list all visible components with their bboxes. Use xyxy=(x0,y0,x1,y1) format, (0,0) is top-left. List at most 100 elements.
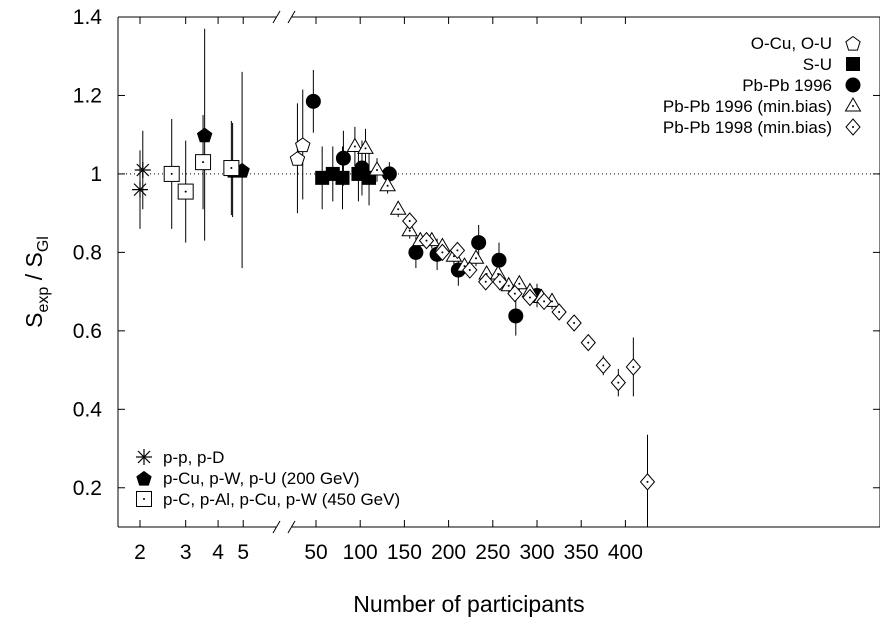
star-stroke xyxy=(133,183,147,197)
data-point xyxy=(434,243,451,262)
marker-dot xyxy=(463,265,466,268)
y-tick-label: 0.4 xyxy=(73,398,103,421)
x-tick-label: 200 xyxy=(431,541,466,564)
data-point xyxy=(289,151,306,166)
legend-item: p-C, p-Al, p-Cu, p-W (450 GeV) xyxy=(136,490,400,509)
marker-dot xyxy=(353,145,356,148)
marker-dot xyxy=(587,341,590,344)
y-tick-label: 1.2 xyxy=(73,84,102,107)
data-point xyxy=(315,170,330,185)
y-axis-title-sub1: exp xyxy=(35,287,52,313)
series-square-open-dot xyxy=(163,115,240,243)
legend-marker xyxy=(136,491,152,507)
marker-dot xyxy=(646,480,649,483)
marker-dot xyxy=(364,147,367,150)
data-point xyxy=(418,231,435,250)
data-point xyxy=(551,303,567,321)
marker-dot xyxy=(852,126,854,128)
triangle-outline xyxy=(368,160,386,176)
data-point xyxy=(462,261,478,279)
data-point xyxy=(595,356,611,375)
y-axis-title-sub2: Gl xyxy=(35,236,52,252)
marker-dot xyxy=(498,280,501,283)
data-point xyxy=(379,176,396,192)
marker-dot xyxy=(143,498,145,500)
x-tick-label: 400 xyxy=(608,541,643,564)
plot-frame xyxy=(117,10,880,534)
data-point xyxy=(508,308,524,324)
legend-item: S-U xyxy=(803,55,860,74)
marker-dot xyxy=(408,220,411,222)
marker-dot xyxy=(170,172,173,175)
x-tick-label: 2 xyxy=(134,541,146,564)
marker-dot xyxy=(602,364,605,367)
legend-marker xyxy=(136,449,152,465)
legend-marker xyxy=(845,77,861,93)
data-point xyxy=(195,154,212,171)
marker-dot xyxy=(475,257,478,260)
data-point xyxy=(132,181,149,198)
legend-marker xyxy=(844,96,862,112)
data-point xyxy=(566,314,582,332)
data-point xyxy=(163,165,180,182)
data-point xyxy=(335,150,351,166)
data-point xyxy=(610,373,626,392)
legend-label: p-C, p-Al, p-Cu, p-W (450 GeV) xyxy=(163,490,400,509)
data-point xyxy=(402,212,418,230)
legend-label: Pb-Pb 1996 (min.bias) xyxy=(663,97,832,116)
data-point xyxy=(580,333,596,352)
data-point xyxy=(389,200,407,215)
legend-marker xyxy=(136,470,152,486)
data-point xyxy=(354,160,370,176)
series-pentagon-filled xyxy=(196,28,250,269)
data-point xyxy=(449,241,466,260)
marker-dot xyxy=(230,167,233,170)
legend-item: p-p, p-D xyxy=(136,448,224,467)
axis-break-bottom-mark-b xyxy=(287,520,296,534)
triangle-outline xyxy=(389,200,407,215)
legend-label: O-Cu, O-U xyxy=(751,34,832,53)
marker-dot xyxy=(184,190,187,193)
marker-dot xyxy=(484,280,487,283)
triangle-outline xyxy=(379,176,396,192)
series-triangle-open-dot xyxy=(346,126,561,310)
legend-label: S-U xyxy=(803,55,832,74)
marker-dot xyxy=(573,322,576,324)
x-tick-label: 3 xyxy=(180,541,192,564)
marker-dot xyxy=(468,269,471,272)
marker-dot xyxy=(551,300,554,303)
triangle-outline xyxy=(510,274,528,290)
y-axis-ticks: 0.2 0.4 0.6 0.8 1 1.2 1.4 xyxy=(73,6,880,500)
series-circle-filled xyxy=(305,69,545,336)
legend-bottom-left: p-p, p-D p-Cu, p-W, p-U (200 GeV) p-C, p-A… xyxy=(136,448,400,509)
x-axis-title: Number of participants xyxy=(353,591,584,617)
data-point xyxy=(471,235,487,251)
legend-marker xyxy=(845,118,861,136)
y-axis-title-main: S xyxy=(21,312,47,327)
series-pentagon-open xyxy=(289,89,311,214)
data-point xyxy=(507,284,523,303)
y-tick-label: 0.6 xyxy=(73,320,102,343)
data-point xyxy=(491,252,507,268)
legend-label: p-Cu, p-W, p-U (200 GeV) xyxy=(163,469,360,488)
data-point xyxy=(346,137,364,152)
marker-dot xyxy=(408,229,411,232)
y-axis-title: Sexp / SGl xyxy=(21,236,52,328)
y-tick-label: 0.2 xyxy=(73,477,102,500)
star-stroke xyxy=(136,163,150,177)
x-tick-label: 50 xyxy=(304,541,327,564)
y-tick-label: 1 xyxy=(90,163,102,186)
legend-item: p-Cu, p-W, p-U (200 GeV) xyxy=(136,469,360,488)
axis-break-bottom-mark-a xyxy=(272,520,281,534)
marker-dot xyxy=(397,208,400,211)
legend-item: Pb-Pb 1998 (min.bias) xyxy=(663,118,861,137)
y-tick-label: 1.4 xyxy=(73,6,103,29)
data-point xyxy=(492,273,508,291)
data-point xyxy=(335,170,350,185)
x-tick-label: 300 xyxy=(519,541,554,564)
y-axis-title-sep: / S xyxy=(21,252,47,287)
x-tick-label: 5 xyxy=(237,541,249,564)
x-axis-ticks: 2 3 4 5 50 100 150 200 250 300 350 400 xyxy=(134,17,643,564)
data-point xyxy=(625,358,642,376)
